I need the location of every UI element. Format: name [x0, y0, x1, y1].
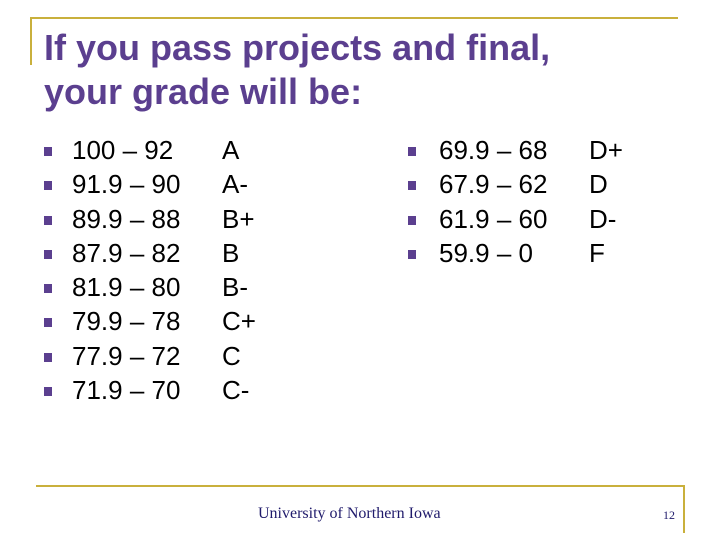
letter-grade: B: [222, 237, 240, 268]
square-bullet-icon: [408, 147, 416, 156]
square-bullet-icon: [44, 284, 52, 294]
footer-institution: University of Northern Iowa: [258, 505, 441, 522]
right-rule: [683, 485, 685, 533]
score-range: 59.9 – 0: [439, 237, 533, 268]
left-rule: [30, 17, 32, 65]
score-range: 91.9 – 90: [72, 169, 181, 200]
score-range: 79.9 – 78: [72, 306, 181, 337]
letter-grade: A: [222, 135, 240, 165]
square-bullet-icon: [44, 318, 52, 328]
square-bullet-icon: [44, 215, 52, 225]
score-range: 100 – 92: [72, 135, 174, 165]
letter-grade: B+: [222, 203, 255, 234]
page-number: 12: [663, 508, 675, 522]
score-range: 89.9 – 88: [72, 203, 181, 234]
top-rule: [30, 17, 678, 19]
square-bullet-icon: [44, 387, 52, 397]
letter-grade: A-: [222, 169, 248, 200]
square-bullet-icon: [44, 352, 52, 362]
square-bullet-icon: [408, 215, 416, 225]
square-bullet-icon: [44, 181, 52, 191]
letter-grade: D-: [589, 203, 617, 234]
bottom-rule: [36, 485, 684, 487]
score-range: 87.9 – 82: [72, 237, 181, 268]
letter-grade: C: [222, 340, 241, 371]
score-range: 67.9 – 62: [439, 169, 548, 200]
score-range: 69.9 – 68: [439, 135, 548, 165]
square-bullet-icon: [408, 249, 416, 259]
letter-grade: C+: [222, 306, 256, 337]
square-bullet-icon: [44, 249, 52, 259]
letter-grade: B-: [222, 272, 248, 303]
square-bullet-icon: [408, 181, 416, 191]
score-range: 77.9 – 72: [72, 340, 181, 371]
letter-grade: C-: [222, 375, 250, 406]
square-bullet-icon: [44, 147, 52, 156]
score-range: 61.9 – 60: [439, 203, 548, 234]
slide-title: If you pass projects and final, your gra…: [44, 27, 551, 112]
letter-grade: D: [589, 169, 608, 200]
score-range: 81.9 – 80: [72, 272, 181, 303]
score-range: 71.9 – 70: [72, 375, 181, 406]
letter-grade: D+: [589, 135, 623, 165]
letter-grade: F: [589, 237, 605, 268]
